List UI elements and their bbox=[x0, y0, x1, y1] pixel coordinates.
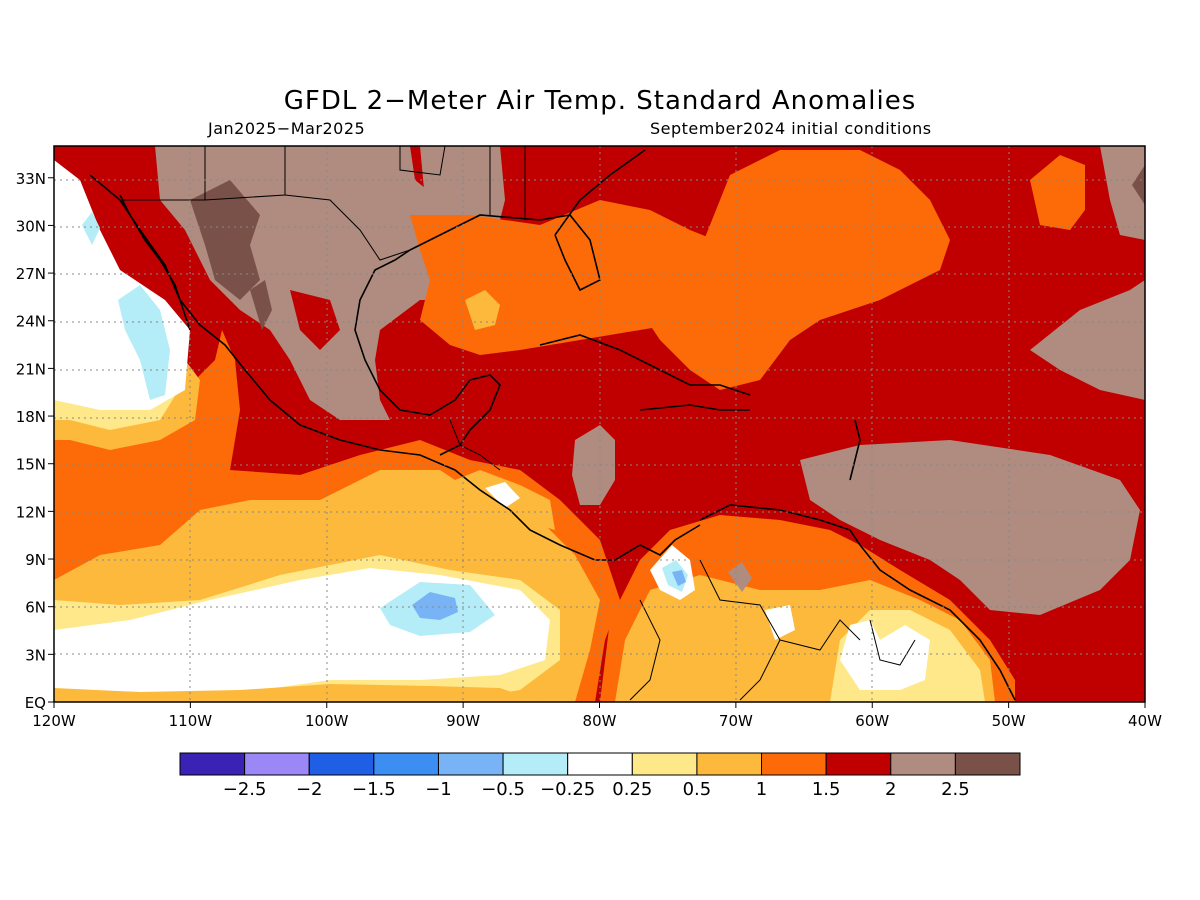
colorbar-swatch bbox=[890, 752, 956, 776]
lon-tick-label: 50W bbox=[992, 712, 1026, 730]
lat-tick-label: 33N bbox=[16, 170, 46, 188]
lat-tick-label: 12N bbox=[16, 503, 46, 521]
grid-lines bbox=[54, 146, 1145, 702]
anomaly-brown-venezuela bbox=[728, 562, 752, 592]
colorbar-label: −2 bbox=[296, 779, 323, 800]
colorbar-swatch bbox=[761, 752, 827, 776]
colorbar-label: 0.25 bbox=[612, 779, 652, 800]
lat-tick-label: 30N bbox=[16, 217, 46, 235]
lat-tick-label: 9N bbox=[25, 551, 46, 569]
anomaly-white-southamerica bbox=[840, 620, 930, 690]
anomaly-yelloworange-south-strip bbox=[54, 684, 540, 702]
anomaly-orange-east bbox=[1030, 155, 1085, 230]
map-title: GFDL 2−Meter Air Temp. Standard Anomalie… bbox=[283, 86, 917, 116]
anomaly-white-centralamerica bbox=[485, 482, 520, 508]
colorbar-swatch bbox=[696, 752, 763, 776]
forecast-period: Jan2025−Mar2025 bbox=[208, 119, 366, 138]
anomaly-darkbrown-mexico-2 bbox=[250, 280, 272, 330]
anomaly-orange-atlantic bbox=[640, 150, 950, 390]
colorbar-swatch bbox=[308, 752, 375, 776]
anomaly-blue-colombia bbox=[672, 570, 686, 586]
lon-tick-label: 100W bbox=[305, 712, 349, 730]
coastlines bbox=[89, 149, 1016, 701]
lon-tick-label: 60W bbox=[855, 712, 889, 730]
colorbar-label: 1 bbox=[756, 779, 767, 800]
colorbar-swatch bbox=[502, 752, 569, 776]
lon-tick-label: 110W bbox=[169, 712, 213, 730]
colorbar-swatch bbox=[825, 752, 892, 776]
anomaly-yelloworange-gulf bbox=[465, 290, 500, 330]
colorbar-swatch bbox=[373, 752, 439, 776]
colorbar-swatch bbox=[244, 752, 310, 776]
lat-tick-label: EQ bbox=[25, 694, 46, 712]
anomaly-cyan-north bbox=[118, 285, 170, 400]
lat-tick-label: 6N bbox=[25, 599, 46, 617]
colorbar-label: −0.5 bbox=[481, 779, 525, 800]
latitude-axis: EQ 3N 6N 9N 12N 15N 18N 21N 24N 27N 30N 33N bbox=[16, 170, 54, 712]
longitude-axis: 120W 110W 100W 90W 80W 70W 60W 50W 40W bbox=[32, 702, 1162, 730]
colorbar-label: −2.5 bbox=[223, 779, 267, 800]
colorbar-label: −0.25 bbox=[540, 779, 595, 800]
anomaly-white-southamerica-2 bbox=[765, 605, 795, 640]
anomaly-darkbrown-mexico bbox=[190, 180, 260, 300]
colorbar-label: 2 bbox=[885, 779, 896, 800]
lon-tick-label: 120W bbox=[32, 712, 76, 730]
colorbar-label: 2.5 bbox=[941, 779, 970, 800]
colorbar-swatch bbox=[954, 752, 1021, 776]
anomaly-brown-northeast bbox=[1100, 146, 1145, 240]
colorbar-label: −1.5 bbox=[352, 779, 396, 800]
lon-tick-label: 90W bbox=[446, 712, 480, 730]
anomaly-brown-caribbean-east bbox=[800, 440, 1140, 615]
colorbar: −2.5 −2 −1.5 −1 −0.5 −0.25 0.25 0.5 1 1.5 2 2.5 bbox=[179, 752, 1021, 800]
borders bbox=[120, 146, 916, 701]
lat-tick-label: 3N bbox=[25, 646, 46, 664]
colorbar-swatch bbox=[631, 752, 698, 776]
lon-tick-label: 80W bbox=[583, 712, 617, 730]
lat-tick-label: 24N bbox=[16, 313, 46, 331]
lat-tick-label: 15N bbox=[16, 456, 46, 474]
anomaly-blue-south bbox=[412, 592, 458, 620]
anomaly-darkbrown-northeast bbox=[1132, 165, 1145, 205]
colorbar-swatch bbox=[179, 752, 246, 776]
colorbar-label: 0.5 bbox=[683, 779, 712, 800]
colorbar-label: 1.5 bbox=[812, 779, 841, 800]
lat-tick-label: 27N bbox=[16, 265, 46, 283]
lat-tick-label: 21N bbox=[16, 360, 46, 378]
anomaly-brown-caribbean bbox=[572, 425, 615, 505]
lat-tick-label: 18N bbox=[16, 408, 46, 426]
lon-tick-label: 40W bbox=[1128, 712, 1162, 730]
lon-tick-label: 70W bbox=[719, 712, 753, 730]
colorbar-swatch bbox=[567, 752, 633, 776]
colorbar-swatch bbox=[437, 752, 504, 776]
anomaly-red-mexico-patch bbox=[290, 290, 340, 350]
initial-conditions: September2024 initial conditions bbox=[650, 119, 932, 138]
anomaly-cyan-north-small bbox=[82, 212, 100, 245]
colorbar-label: −1 bbox=[425, 779, 452, 800]
